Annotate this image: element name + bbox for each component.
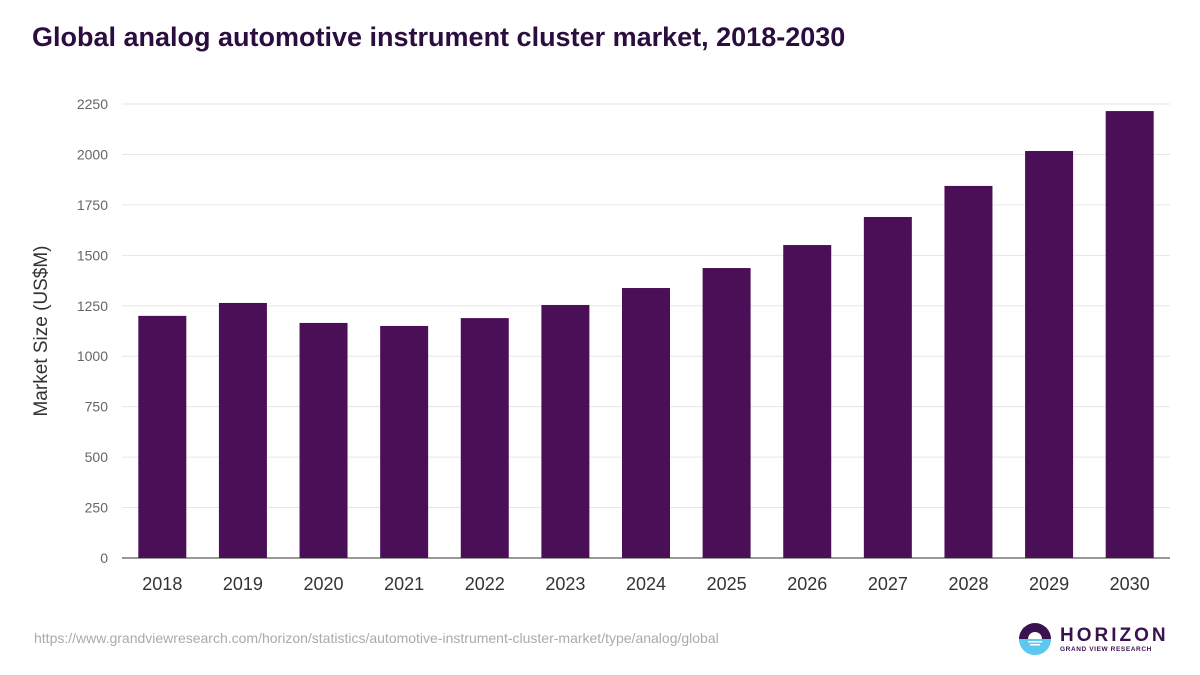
x-tick-label: 2020 xyxy=(304,574,344,594)
bar-2021 xyxy=(380,325,429,558)
y-tick-label: 1750 xyxy=(77,197,108,213)
bar-2025 xyxy=(702,268,751,558)
y-tick-label: 0 xyxy=(100,550,108,566)
y-axis-label: Market Size (US$M) xyxy=(31,245,52,416)
x-tick-label: 2029 xyxy=(1029,574,1069,594)
bar-2018 xyxy=(138,315,187,558)
bar-2028 xyxy=(944,185,993,558)
x-tick-label: 2027 xyxy=(868,574,908,594)
x-tick-label: 2021 xyxy=(384,574,424,594)
x-tick-label: 2022 xyxy=(465,574,505,594)
y-tick-label: 2000 xyxy=(77,146,108,162)
bar-2027 xyxy=(863,216,912,559)
x-tick-label: 2025 xyxy=(707,574,747,594)
bar-2026 xyxy=(783,245,832,558)
y-tick-label: 1500 xyxy=(77,247,108,263)
bar-2030 xyxy=(1105,111,1154,558)
x-tick-label: 2023 xyxy=(545,574,585,594)
y-tick-label: 750 xyxy=(85,399,109,415)
y-tick-label: 250 xyxy=(85,500,109,516)
bar-2022 xyxy=(460,318,509,558)
bar-2019 xyxy=(218,302,267,558)
x-tick-label: 2028 xyxy=(948,574,988,594)
chart-title: Global analog automotive instrument clus… xyxy=(32,22,846,52)
x-tick-label: 2019 xyxy=(223,574,263,594)
horizon-logo: HORIZON GRAND VIEW RESEARCH xyxy=(1018,622,1169,656)
horizon-logo-icon xyxy=(1019,623,1051,655)
y-tick-label: 1000 xyxy=(77,348,108,364)
bar-2029 xyxy=(1025,151,1074,558)
x-tick-label: 2024 xyxy=(626,574,666,594)
bar-2020 xyxy=(299,322,348,558)
y-tick-label: 2250 xyxy=(77,96,108,112)
x-tick-label: 2018 xyxy=(142,574,182,594)
x-tick-label: 2030 xyxy=(1110,574,1150,594)
logo-tagline: GRAND VIEW RESEARCH xyxy=(1060,645,1152,653)
logo-name: HORIZON xyxy=(1060,624,1169,646)
y-tick-label: 500 xyxy=(85,449,109,465)
source-url[interactable]: https://www.grandviewresearch.com/horizo… xyxy=(34,630,719,646)
bar-2023 xyxy=(541,304,590,558)
bar-2024 xyxy=(622,288,670,558)
x-tick-label: 2026 xyxy=(787,574,827,594)
y-tick-label: 1250 xyxy=(77,298,108,314)
